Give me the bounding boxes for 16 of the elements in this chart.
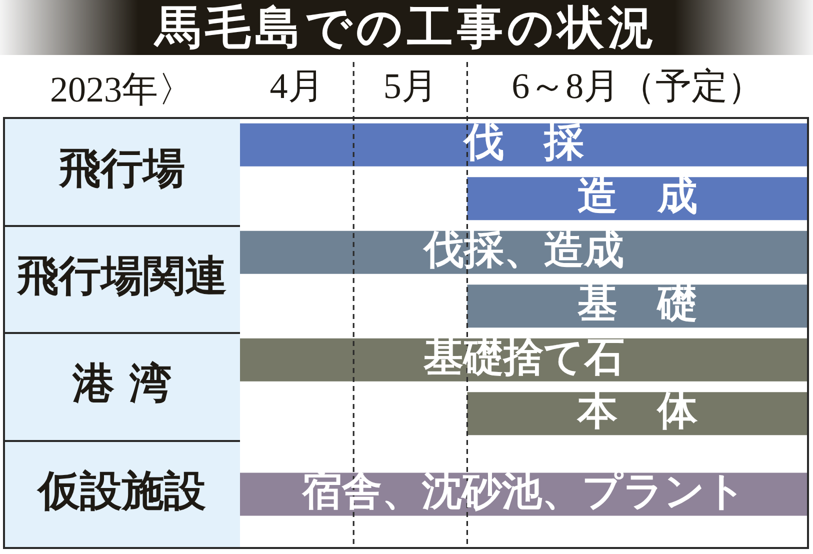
x-tick-label: 6～8月（予定） xyxy=(512,66,764,106)
data-label: 基礎捨て石 xyxy=(422,334,624,380)
data-label: 伐 採 xyxy=(462,119,585,166)
y-tick-label: 飛行場 xyxy=(58,144,185,193)
x-tick-label: 4月 xyxy=(270,66,324,106)
chart-title: 馬毛島での工事の状況 xyxy=(0,0,813,55)
y-tick-label: 飛行場関連 xyxy=(16,251,227,300)
data-label: 伐採、造成 xyxy=(422,226,624,273)
data-label: 基 礎 xyxy=(576,280,698,327)
data-label: 本 体 xyxy=(576,388,699,434)
x-tick-label: 5月 xyxy=(383,66,438,106)
data-label: 宿舎、沈砂池、プラント xyxy=(301,468,746,515)
x-axis-title: 2023年〉 xyxy=(50,69,194,110)
y-tick-label: 仮設施設 xyxy=(36,466,206,516)
data-label: 造 成 xyxy=(578,173,698,220)
y-tick-label: 港 湾 xyxy=(72,358,172,408)
